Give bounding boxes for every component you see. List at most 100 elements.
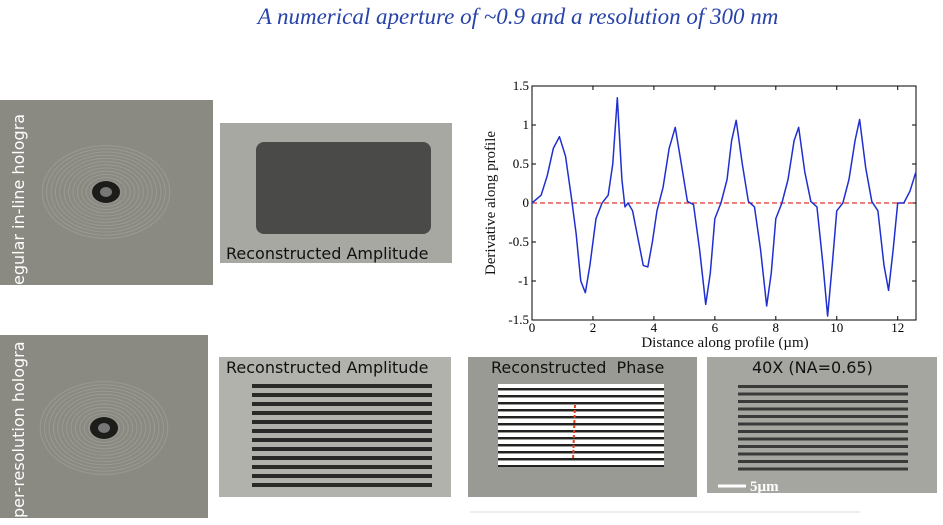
x-axis-label: Distance along profile (µm) [641,335,808,351]
stripe [252,465,432,469]
image-caption: Reconstructed Phase [491,358,664,377]
data-line [531,96,917,317]
x-tick-label: 6 [712,320,719,335]
stripe [498,430,664,432]
stripe [738,400,908,403]
fringe [85,177,127,207]
stripe [498,391,664,395]
stripe [252,474,432,478]
stripe [498,419,664,423]
fringe [88,416,120,440]
amplitude-image [219,357,451,497]
profile-marker [572,404,576,461]
x-tick-label: 12 [891,320,904,335]
y-tick-label: -1 [518,273,529,288]
stripe [252,384,432,388]
fringe [90,180,122,204]
amplitude-shape [256,142,431,234]
fringe [54,154,158,230]
stripe [252,447,432,451]
stripe [498,433,664,437]
fringe [46,148,166,236]
fringe [50,151,162,233]
fringe [79,409,129,447]
x-tick-label: 8 [773,320,780,335]
fringe [57,393,151,463]
stripe [498,437,664,439]
stripe [252,402,432,406]
fringe [72,167,140,217]
y-tick-label: 1.5 [513,78,529,93]
fringe [70,403,138,453]
stripe [738,445,908,448]
y-axis-label: Derivative along profile [483,131,499,275]
stripe [498,461,664,465]
stripe [252,420,432,424]
fringe [52,390,156,466]
y-tick-label: -1.5 [508,312,529,327]
y-tick-label: -0.5 [508,234,529,249]
fringe [63,161,149,223]
stripe [498,409,664,411]
stripe [498,405,664,409]
fringe [66,400,142,456]
stripe [738,422,908,426]
stripe [498,440,664,444]
stripe [252,411,432,415]
fringe [61,397,147,459]
stripe [252,393,432,397]
x-tick-label: 0 [529,320,536,335]
stripe [498,444,664,446]
stripe [498,402,664,404]
stripe [738,430,908,433]
stripe [252,438,432,442]
stripe [498,416,664,418]
fringe [39,381,169,475]
stripe [498,447,664,451]
stripe [738,407,908,411]
stripe [498,384,664,388]
stripe [498,451,664,453]
stripe [498,398,664,402]
row-label: egular in-line hologra [9,114,28,285]
fringe [68,164,144,220]
image-caption: Reconstructed Amplitude [226,358,428,377]
fringe [41,145,171,239]
stripe [252,456,432,460]
fringe [76,170,136,214]
stripe [738,415,908,418]
y-tick-label: 0.5 [513,156,529,171]
stripe [498,412,664,416]
fringe [83,413,125,443]
fringe [59,157,153,227]
image-caption: 40X (NA=0.65) [752,358,873,377]
stripe [252,483,432,487]
stripe [498,426,664,430]
images [0,100,937,518]
image-caption: Reconstructed Amplitude [226,244,428,263]
stripe [252,429,432,433]
stripe [498,423,664,425]
stripe [738,460,908,463]
slide-title: A numerical aperture of ~0.9 and a resol… [256,4,779,29]
stripe [498,465,664,467]
stripe [498,388,664,390]
x-tick-label: 10 [830,320,843,335]
y-tick-label: 1 [523,117,530,132]
stripe [738,392,908,396]
stripe [498,395,664,397]
fringe [48,387,160,469]
stripe [738,385,908,388]
fringe-core [98,423,110,433]
fringe-core [100,187,112,197]
stripe [738,452,908,456]
fringe [81,173,131,211]
x-tick-label: 4 [651,320,658,335]
fringe [74,406,134,450]
fringe [44,384,164,472]
x-tick-label: 2 [590,320,597,335]
row-label: per-resolution hologra [9,341,28,518]
stripe [738,467,908,471]
stripe [738,437,908,441]
